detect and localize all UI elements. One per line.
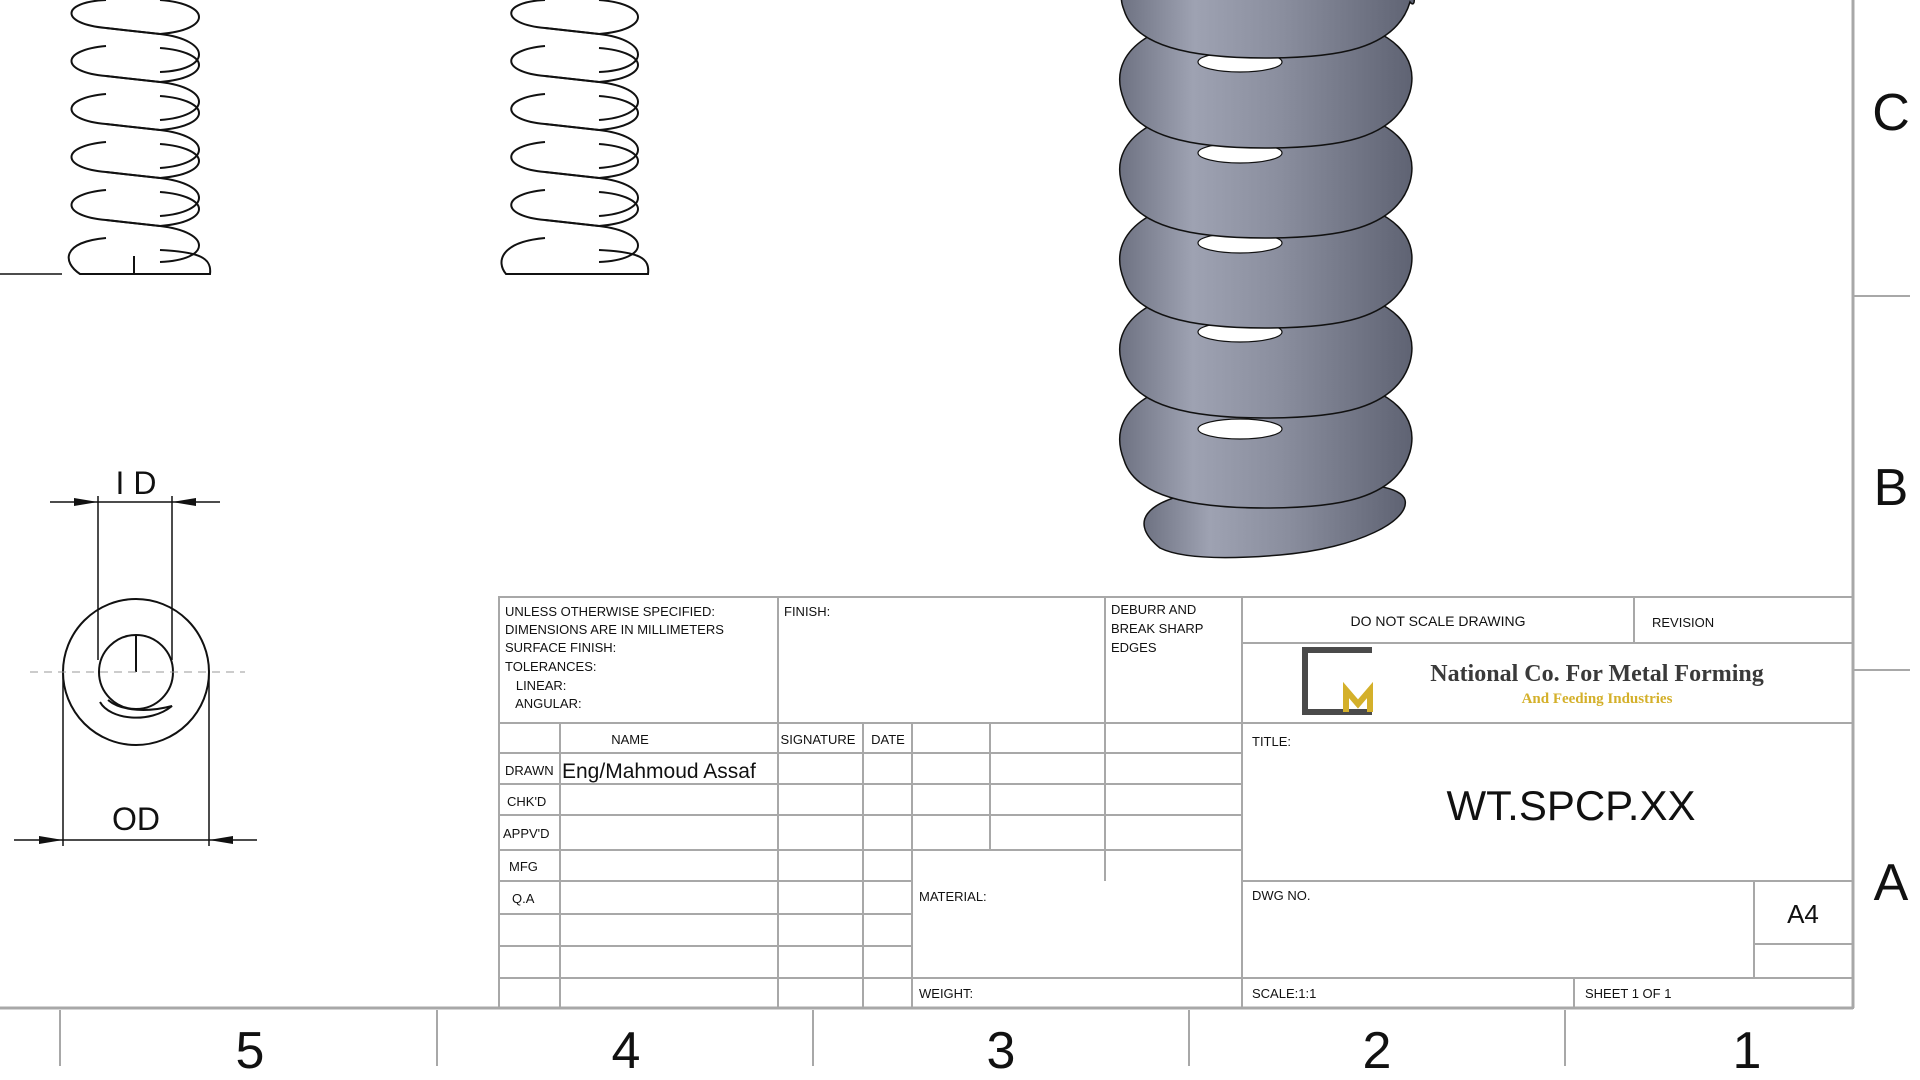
date-column-header: DATE: [871, 732, 905, 747]
scale-label: SCALE:1:1: [1252, 986, 1316, 1001]
deburr-line-1: DEBURR AND: [1111, 602, 1196, 617]
sheet-size: A4: [1787, 899, 1819, 929]
note-line-4: TOLERANCES:: [505, 659, 597, 674]
note-line-1: UNLESS OTHERWISE SPECIFIED:: [505, 604, 715, 619]
zone-labels: 5 4 3 2 1 C B A: [236, 84, 1910, 1080]
od-dimension: [14, 670, 257, 846]
material-label: MATERIAL:: [919, 889, 987, 904]
end-view-rings: [30, 598, 245, 746]
qa-row-label: Q.A: [512, 891, 535, 906]
zone-col-5: 5: [236, 1022, 265, 1080]
note-line-3: SURFACE FINISH:: [505, 640, 616, 655]
title-label: TITLE:: [1252, 734, 1291, 749]
drawing-title: WT.SPCP.XX: [1447, 782, 1696, 829]
title-block: UNLESS OTHERWISE SPECIFIED: DIMENSIONS A…: [498, 596, 1854, 1009]
spring-coil-top: [1120, 0, 1415, 59]
approved-row-label: APPV'D: [503, 826, 550, 841]
zone-col-2: 2: [1363, 1022, 1392, 1080]
outer-diameter-label: OD: [112, 801, 160, 837]
spring-end-view: I D OD: [14, 465, 257, 846]
zone-row-a: A: [1874, 854, 1909, 912]
company-tagline: And Feeding Industries: [1522, 691, 1673, 707]
drawn-by-name: Eng/Mahmoud Assaf: [562, 760, 756, 783]
zone-row-b: B: [1874, 459, 1909, 517]
name-column-header: NAME: [611, 732, 649, 747]
drawn-row-label: DRAWN: [505, 763, 554, 778]
mfg-row-label: MFG: [509, 859, 538, 874]
note-line-5: LINEAR:: [505, 678, 566, 693]
deburr-line-2: BREAK SHARP: [1111, 621, 1203, 636]
id-dimension: [50, 496, 220, 660]
note-line-6: ANGULAR:: [505, 696, 582, 711]
revision-label: REVISION: [1652, 615, 1714, 630]
company-logo: [1302, 647, 1373, 715]
note-line-2: DIMENSIONS ARE IN MILLIMETERS: [505, 622, 724, 637]
zone-col-3: 3: [987, 1022, 1016, 1080]
deburr-line-3: EDGES: [1111, 640, 1157, 655]
spring-side-view-middle: [500, 0, 650, 275]
checked-row-label: CHK'D: [507, 794, 546, 809]
general-notes: UNLESS OTHERWISE SPECIFIED: DIMENSIONS A…: [505, 604, 724, 711]
spring-side-view-left: [0, 0, 212, 275]
zone-col-4: 4: [612, 1022, 641, 1080]
zone-col-1: 1: [1733, 1022, 1762, 1080]
do-not-scale-label: DO NOT SCALE DRAWING: [1350, 613, 1525, 629]
weight-label: WEIGHT:: [919, 986, 973, 1001]
inner-diameter-label: I D: [116, 465, 157, 501]
signature-column-header: SIGNATURE: [781, 732, 856, 747]
finish-label: FINISH:: [784, 604, 830, 619]
company-name: National Co. For Metal Forming: [1430, 661, 1764, 687]
dwg-no-label: DWG NO.: [1252, 888, 1311, 903]
spring-isometric-view: [1118, 0, 1415, 559]
sheet-number-label: SHEET 1 OF 1: [1585, 986, 1671, 1001]
zone-row-c: C: [1872, 84, 1910, 142]
title-block-grid: [498, 596, 1854, 1009]
